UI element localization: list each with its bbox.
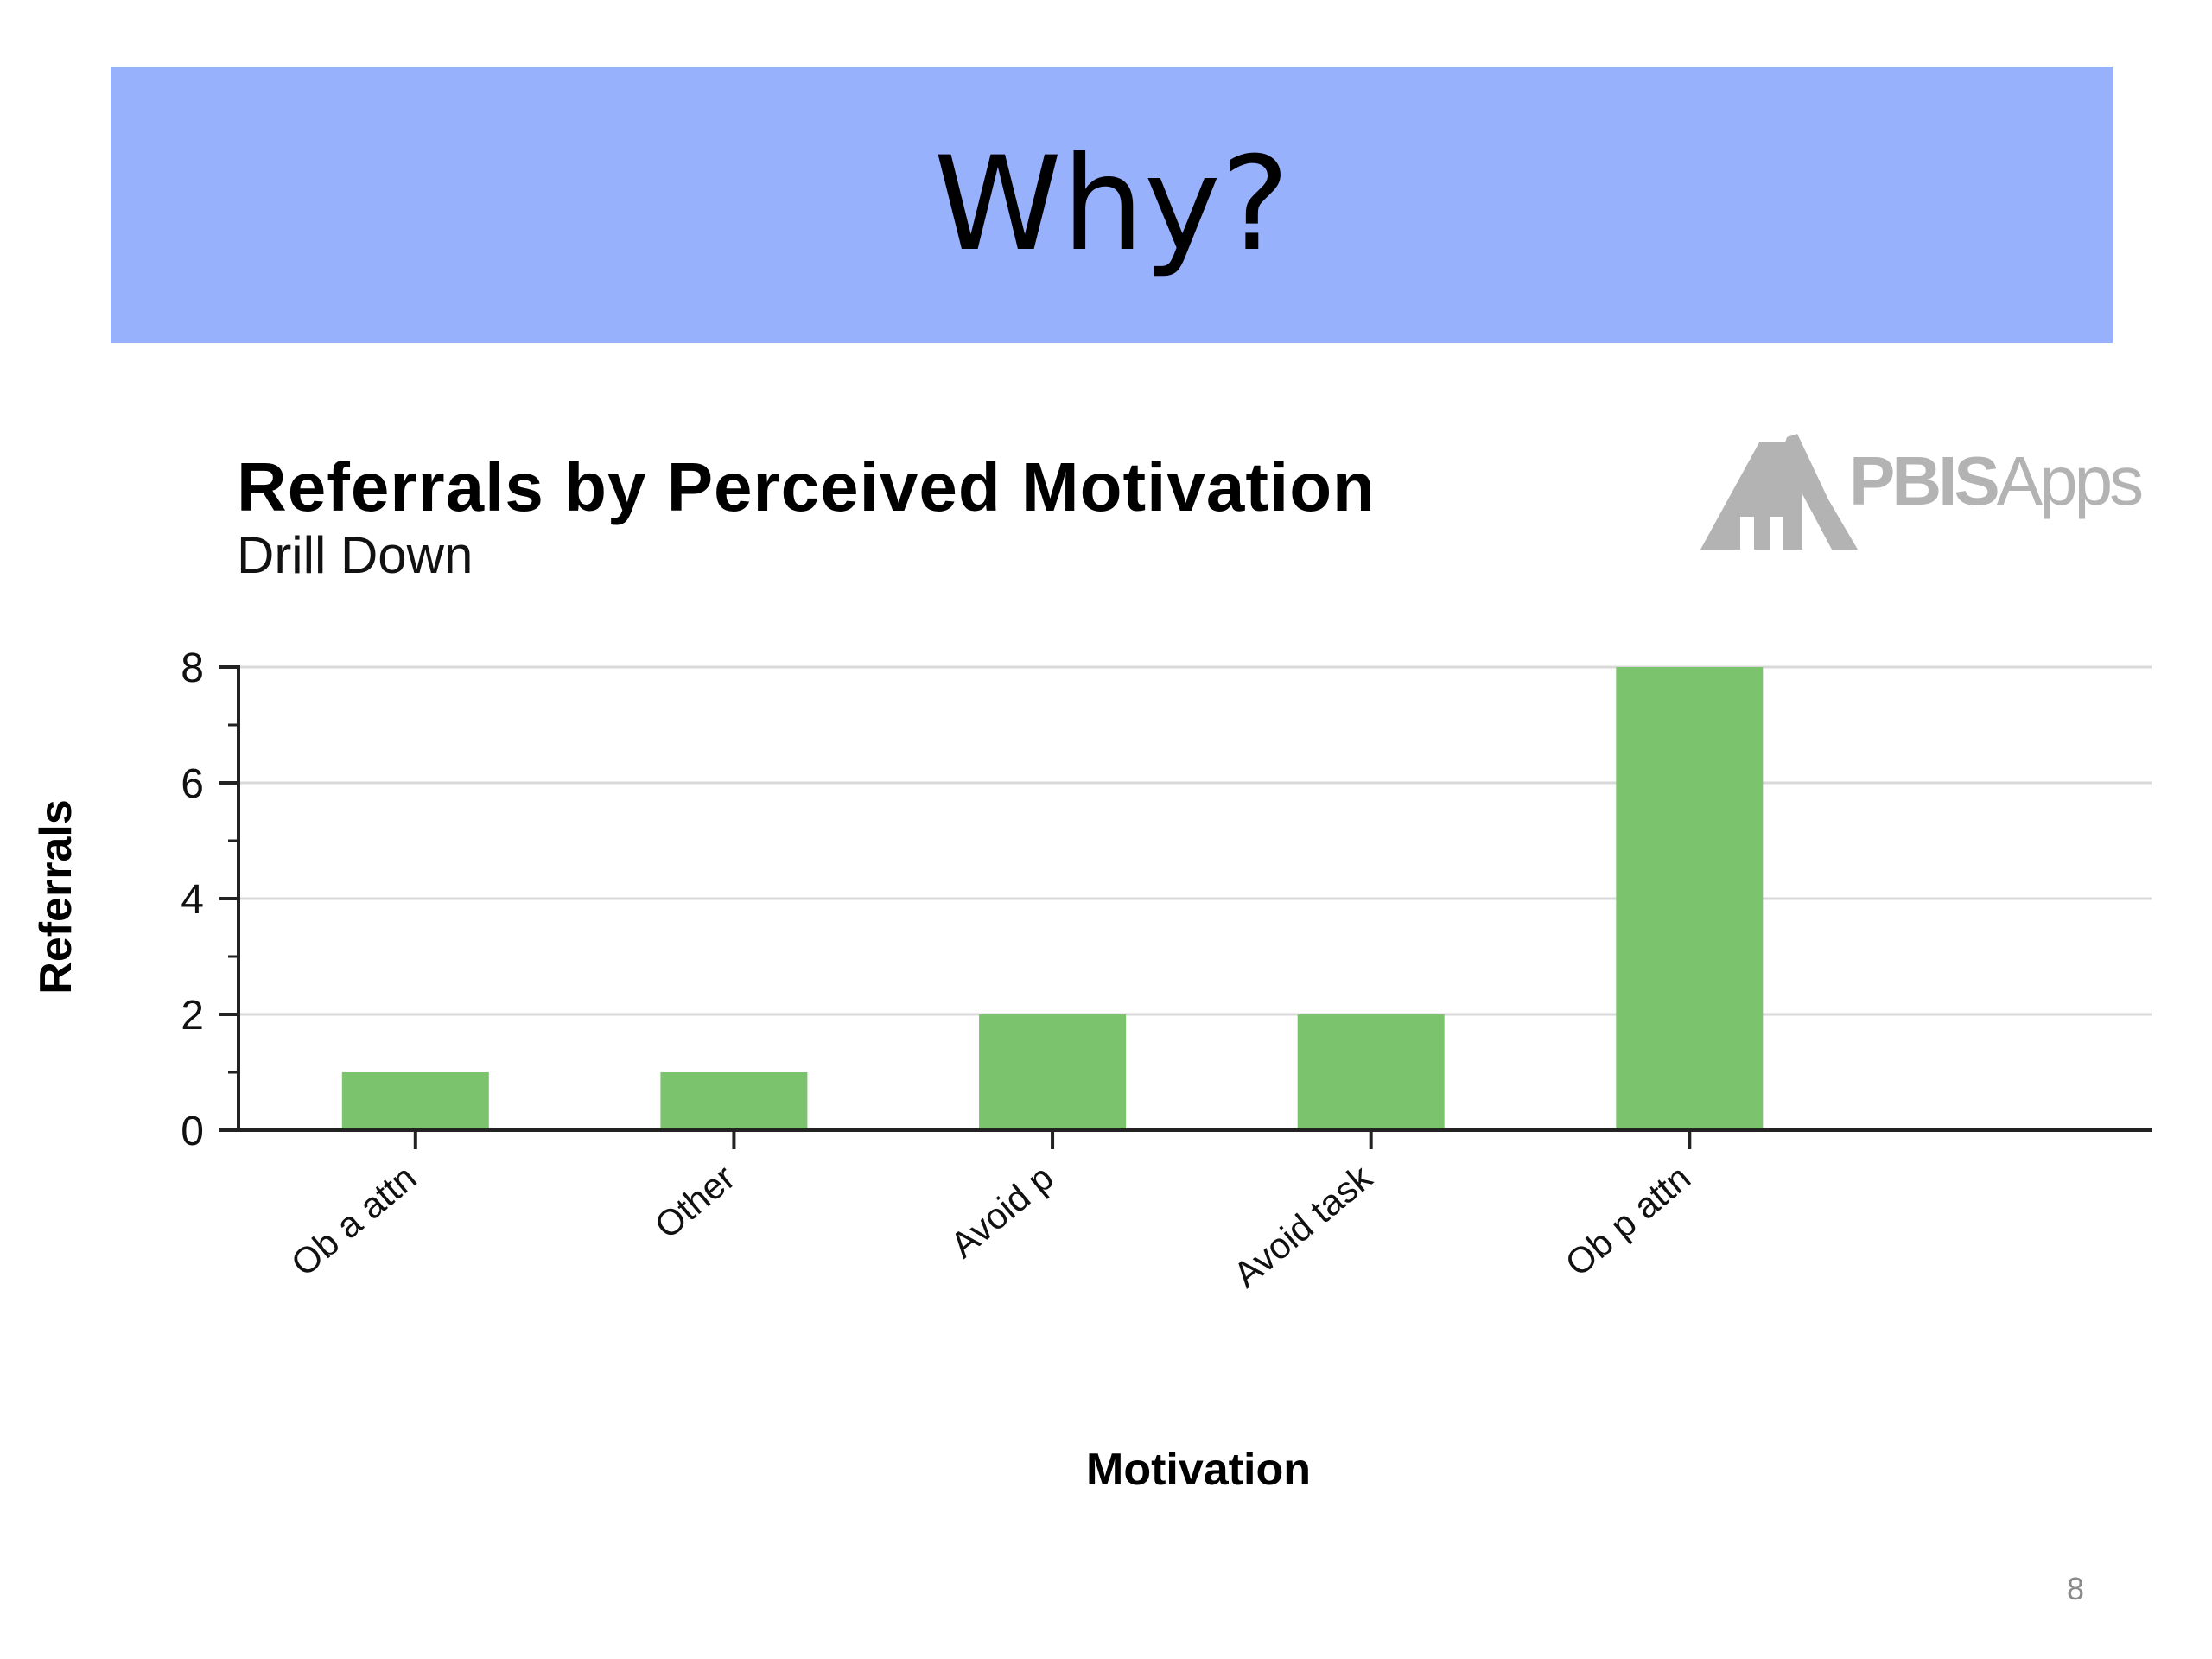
y-tick-label: 2	[181, 993, 204, 1039]
x-tick-label: Ob p attn	[1558, 1157, 1699, 1284]
y-tick-label: 6	[181, 761, 204, 807]
x-tick-label: Other	[647, 1157, 743, 1247]
x-tick-label: Ob a attn	[283, 1157, 424, 1284]
y-tick-labels: 0 2 4 6 8	[181, 645, 204, 1154]
y-axis-label: Referrals	[31, 799, 81, 994]
bar	[1616, 667, 1764, 1130]
y-tick-label: 4	[181, 877, 204, 923]
chart-title: Referrals by Perceived Motivation	[237, 448, 1376, 525]
y-tick-label: 8	[181, 645, 204, 691]
title-banner: Why?	[111, 67, 2113, 343]
chart-subtitle: Drill Down	[237, 526, 474, 584]
x-tick-label: Avoid p	[943, 1157, 1061, 1266]
bar	[979, 1014, 1127, 1130]
bar	[1297, 1014, 1445, 1130]
grid-lines	[238, 665, 2152, 1016]
slide-title: Why?	[933, 130, 1290, 280]
bars	[341, 667, 1764, 1130]
axes	[219, 665, 2152, 1149]
x-axis-label: Motivation	[1086, 1445, 1311, 1495]
x-tick-labels: Ob a attn Other Avoid p Avoid task Ob p attn	[283, 1156, 1698, 1295]
bar	[341, 1072, 489, 1130]
bar	[660, 1072, 808, 1130]
pbisapps-logo: PBISApps	[1700, 434, 2145, 550]
y-tick-label: 0	[181, 1109, 204, 1154]
pbisapps-logo-house-icon	[1700, 434, 1858, 550]
page-number: 8	[2067, 1571, 2085, 1606]
x-tick-label: Avoid task	[1225, 1156, 1380, 1295]
pbisapps-logo-text: PBISApps	[1849, 442, 2142, 519]
